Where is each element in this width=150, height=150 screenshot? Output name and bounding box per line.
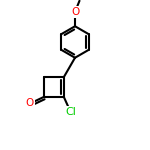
Text: O: O xyxy=(26,99,34,108)
Text: O: O xyxy=(71,7,79,17)
Text: Cl: Cl xyxy=(65,107,76,117)
